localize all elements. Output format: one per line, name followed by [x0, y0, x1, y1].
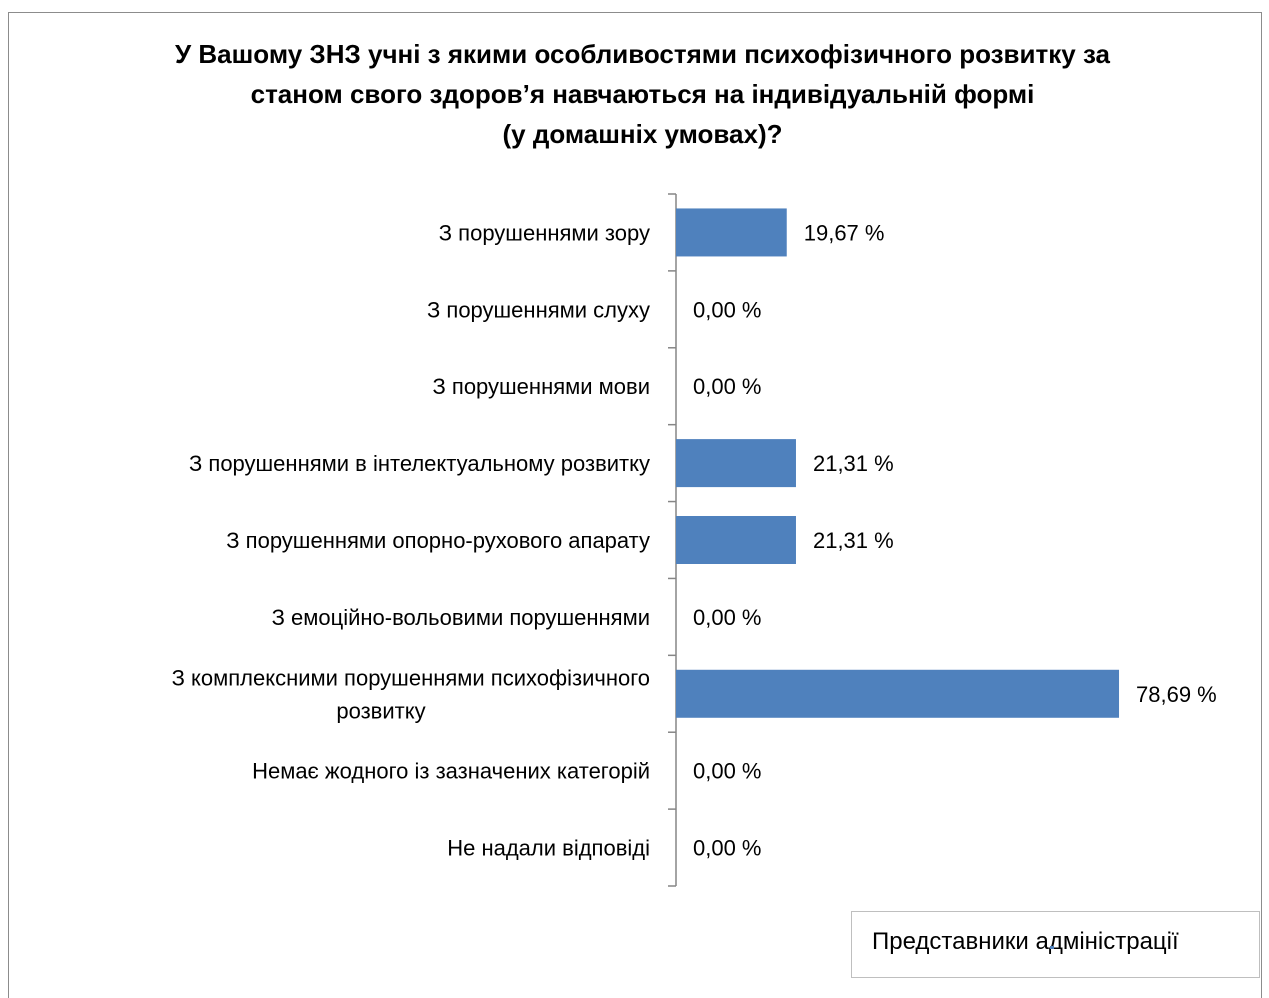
- data-label: 0,00 %: [693, 759, 762, 784]
- category-label: З порушеннями зору: [439, 220, 650, 245]
- category-label: розвитку: [336, 698, 425, 723]
- data-label: 0,00 %: [693, 836, 762, 861]
- chart-title: У Вашому ЗНЗ учні з якими особливостями …: [100, 34, 1185, 154]
- data-label: 0,00 %: [693, 374, 762, 399]
- category-label: З емоційно-вольовими порушеннями: [272, 605, 650, 630]
- data-label: 19,67 %: [804, 220, 885, 245]
- bar: [676, 516, 796, 564]
- chart-title-line-3: (у домашніх умовах)?: [502, 119, 783, 149]
- data-label: 78,69 %: [1136, 682, 1217, 707]
- category-label: З порушеннями слуху: [427, 297, 650, 322]
- category-label: З комплексними порушеннями психофізичног…: [172, 665, 650, 690]
- category-label: Немає жодного із зазначених категорій: [252, 759, 650, 784]
- bar: [676, 208, 787, 257]
- legend-entry-label: Представники адміністрації: [872, 928, 1179, 955]
- bar: [676, 669, 1120, 718]
- legend: Представники адміністрації: [851, 911, 1260, 978]
- data-label: 21,31 %: [813, 451, 894, 476]
- chart-frame: [8, 12, 1262, 998]
- legend-swatch: [1050, 946, 1054, 949]
- category-label: З порушеннями в інтелектуальному розвитк…: [189, 451, 650, 476]
- data-label: 0,00 %: [693, 605, 762, 630]
- chart-title-line-1: У Вашому ЗНЗ учні з якими особливостями …: [174, 39, 1110, 69]
- category-label: З порушеннями мови: [433, 374, 651, 399]
- category-label: З порушеннями опорно-рухового апарату: [226, 528, 650, 553]
- category-label: Не надали відповіді: [447, 836, 650, 861]
- chart-title-line-2: станом свого здоров’я навчаються на інди…: [250, 79, 1035, 109]
- data-label: 0,00 %: [693, 297, 762, 322]
- bar: [676, 439, 796, 488]
- data-label: 21,31 %: [813, 528, 894, 553]
